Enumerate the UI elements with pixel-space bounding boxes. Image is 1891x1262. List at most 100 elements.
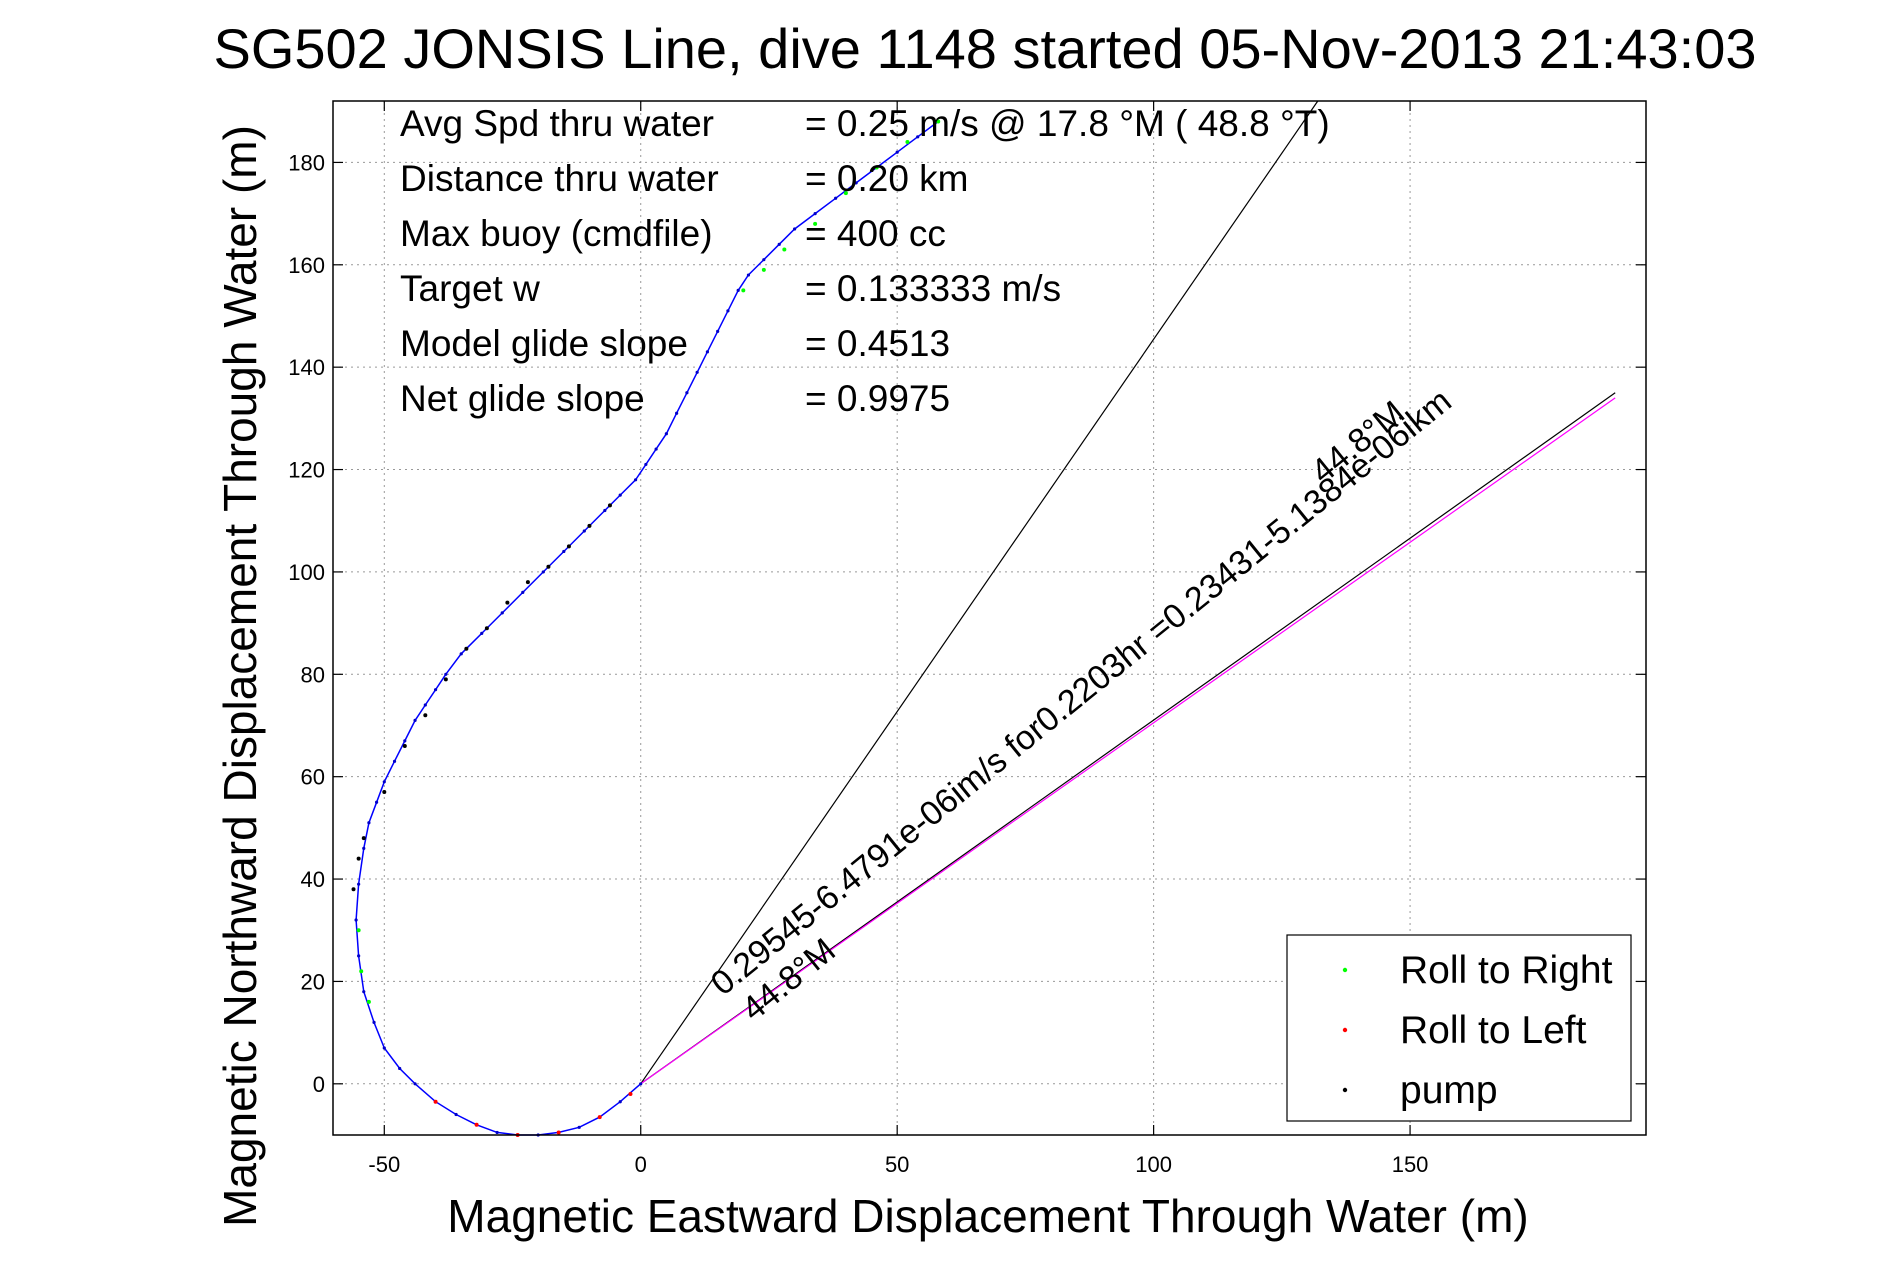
x-axis: -50 0 50 100 150 bbox=[368, 101, 1428, 1177]
legend-label: Roll to Right bbox=[1400, 949, 1613, 992]
info-label: Target w bbox=[400, 268, 540, 309]
series-line-wedge-left bbox=[640, 100, 1319, 1085]
marker-pump bbox=[382, 790, 387, 795]
track-point bbox=[403, 739, 407, 743]
plot-frame bbox=[332, 100, 1647, 1136]
track-point bbox=[685, 391, 689, 395]
track-point bbox=[675, 411, 679, 415]
marker-roll-to-right bbox=[761, 267, 766, 272]
marker-roll-to-right bbox=[843, 191, 848, 196]
track-point bbox=[654, 447, 658, 451]
track-point bbox=[777, 242, 781, 246]
track-point bbox=[854, 181, 858, 185]
series-line-net-track bbox=[640, 397, 1616, 1085]
track-point bbox=[762, 258, 766, 262]
marker-pump bbox=[546, 564, 551, 569]
marker-roll-to-right bbox=[905, 139, 910, 144]
track-point bbox=[916, 135, 920, 139]
track-point bbox=[644, 462, 648, 467]
y-tick-label: 40 bbox=[301, 867, 325, 892]
y-tick-label: 80 bbox=[301, 662, 325, 687]
y-axis-label: Magnetic Northward Displacement Through … bbox=[214, 125, 266, 1227]
info-label: Distance thru water bbox=[400, 158, 719, 199]
legend-marker bbox=[1342, 967, 1348, 973]
track-point bbox=[357, 954, 361, 958]
track-point bbox=[664, 432, 668, 436]
track-point bbox=[618, 493, 622, 497]
marker-roll-to-right bbox=[813, 221, 818, 226]
marker-pump bbox=[402, 743, 407, 748]
marker-pump bbox=[361, 836, 366, 841]
y-tick-label: 140 bbox=[288, 355, 325, 380]
track-point bbox=[413, 718, 417, 722]
track-point bbox=[618, 1100, 622, 1104]
track-point bbox=[639, 1082, 643, 1086]
series-layer bbox=[351, 100, 1616, 1137]
track-point bbox=[541, 570, 545, 574]
track-point bbox=[793, 227, 797, 231]
marker-pump bbox=[525, 580, 530, 585]
x-tick-label: 150 bbox=[1392, 1152, 1429, 1177]
info-value: = 0.4513 bbox=[805, 323, 950, 364]
marker-roll-to-right bbox=[356, 928, 361, 933]
marker-roll-to-left bbox=[597, 1115, 602, 1120]
track-point bbox=[813, 212, 817, 216]
marker-pump bbox=[356, 856, 361, 861]
y-tick-label: 120 bbox=[288, 458, 325, 483]
track-point bbox=[895, 150, 899, 154]
marker-roll-to-right bbox=[359, 969, 364, 974]
x-tick-label: -50 bbox=[368, 1152, 400, 1177]
track-point bbox=[726, 309, 730, 313]
x-tick-label: 100 bbox=[1135, 1152, 1172, 1177]
marker-pump bbox=[351, 887, 356, 892]
info-label: Avg Spd thru water bbox=[400, 103, 714, 144]
info-value: = 0.9975 bbox=[805, 378, 950, 419]
marker-pump bbox=[464, 646, 469, 651]
info-value: = 400 cc bbox=[805, 213, 946, 254]
track-point bbox=[444, 672, 448, 676]
track-point bbox=[413, 1082, 417, 1086]
info-panel: Avg Spd thru water = 0.25 m/s @ 17.8 °M (… bbox=[400, 103, 1330, 419]
marker-roll-to-left bbox=[433, 1099, 438, 1104]
track-point bbox=[433, 688, 438, 692]
info-label: Model glide slope bbox=[400, 323, 688, 364]
track-point bbox=[716, 329, 720, 333]
track-point bbox=[454, 1112, 458, 1117]
x-tick-label: 50 bbox=[885, 1152, 909, 1177]
marker-roll-to-right bbox=[782, 247, 787, 252]
marker-pump bbox=[423, 713, 428, 718]
legend-label: pump bbox=[1400, 1069, 1498, 1112]
y-axis: 0 20 40 60 80 100 120 140 160 180 bbox=[288, 150, 1646, 1097]
legend: Roll to Right Roll to Left pump bbox=[1286, 934, 1632, 1122]
track-point bbox=[362, 990, 366, 994]
track-point bbox=[746, 273, 751, 277]
info-label: Max buoy (cmdfile) bbox=[400, 213, 713, 254]
track-point bbox=[357, 882, 361, 886]
legend-marker bbox=[1342, 1087, 1348, 1093]
chart-title: SG502 JONSIS Line, dive 1148 started 05-… bbox=[213, 17, 1756, 80]
series-line-wedge-right bbox=[640, 392, 1616, 1085]
track-point bbox=[500, 611, 504, 615]
x-tick-label: 0 bbox=[635, 1152, 647, 1177]
legend-marker bbox=[1342, 1027, 1348, 1033]
track-point bbox=[459, 652, 463, 656]
track-point bbox=[374, 800, 379, 804]
track-point bbox=[695, 370, 699, 374]
track-point bbox=[367, 821, 371, 825]
track-point bbox=[382, 1046, 386, 1050]
y-tick-label: 180 bbox=[288, 150, 325, 175]
track-point bbox=[736, 288, 740, 292]
marker-roll-to-left bbox=[556, 1130, 561, 1135]
series-line-track bbox=[355, 120, 939, 1136]
track-point bbox=[495, 1130, 499, 1135]
marker-roll-to-left bbox=[628, 1092, 633, 1097]
track-point bbox=[362, 846, 366, 850]
track-point bbox=[398, 1066, 402, 1071]
marker-roll-to-right bbox=[936, 119, 941, 124]
info-value: = 0.20 km bbox=[805, 158, 969, 199]
track-point bbox=[834, 196, 838, 200]
marker-pump bbox=[505, 600, 510, 605]
track-point bbox=[372, 1020, 376, 1024]
track-point bbox=[562, 549, 566, 554]
